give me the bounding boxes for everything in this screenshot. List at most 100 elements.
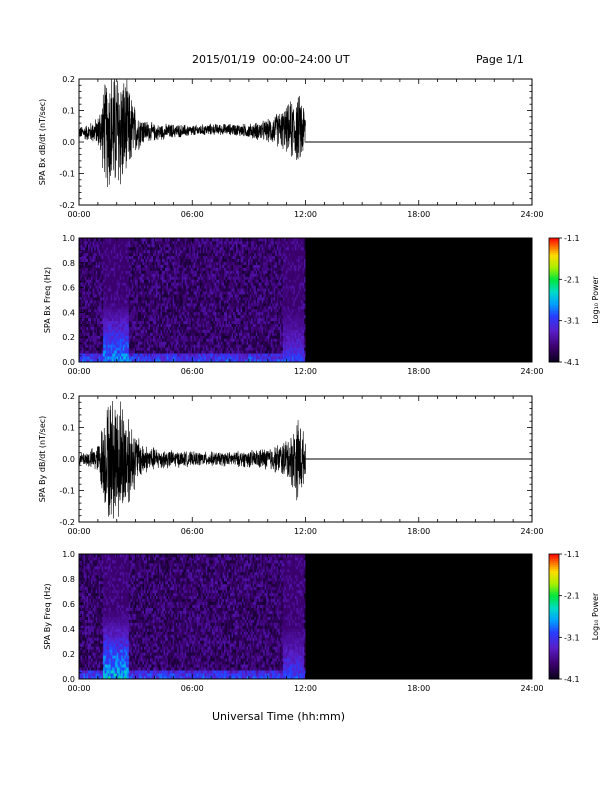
spectrogram-cell: [116, 249, 119, 254]
spectrogram-cell: [103, 264, 106, 268]
spectrogram-cell: [88, 326, 90, 330]
spectrogram-cell: [95, 356, 98, 360]
spectrogram-cell: [86, 338, 89, 342]
spectrogram-cell: [98, 252, 101, 257]
spectrogram-cell: [171, 240, 174, 245]
spectrogram-cell: [98, 332, 101, 336]
spectrogram-cell: [168, 305, 170, 310]
spectrogram-cell: [160, 240, 163, 245]
spectrogram-cell: [143, 347, 146, 351]
spectrogram-cell: [137, 302, 140, 307]
spectrogram-cell: [100, 350, 103, 354]
spectrogram-cell: [174, 267, 177, 271]
spectrogram-cell: [152, 353, 155, 357]
spectrogram-cell: [86, 264, 89, 268]
spectrogram-cell: [166, 341, 169, 345]
spectrogram-cell: [142, 329, 145, 333]
spectrogram-cell: [109, 261, 112, 265]
spectrogram-cell: [107, 326, 110, 330]
spectrogram-cell: [171, 273, 174, 277]
spectrogram-cell: [110, 314, 113, 319]
spectrogram-cell: [165, 308, 167, 313]
spectrogram-cell: [112, 300, 115, 304]
spectrogram-cell: [159, 317, 161, 322]
spectrogram-cell: [88, 246, 90, 251]
spectrogram-cell: [137, 243, 140, 248]
spectrogram-cell: [125, 246, 128, 251]
spectrogram-cell: [91, 329, 93, 333]
spectrogram-cell: [110, 320, 113, 325]
spectrogram-cell: [143, 329, 146, 333]
spectrogram-cell: [100, 341, 103, 345]
spectrogram-cell: [83, 291, 86, 295]
spectrogram-cell: [137, 353, 140, 357]
spectrogram-cell: [109, 285, 112, 289]
spectrogram-cell: [95, 335, 98, 339]
spectrogram-cell: [163, 314, 166, 319]
spectrogram-cell: [127, 255, 130, 260]
spectrogram-cell: [121, 267, 124, 271]
spectrogram-cell: [140, 356, 143, 360]
spectrogram-cell: [97, 288, 100, 292]
spectrogram-cell: [168, 285, 170, 289]
spectrogram-cell: [125, 273, 128, 277]
spectrogram-cell: [85, 300, 87, 304]
spectrogram-cell: [82, 291, 84, 295]
spectrogram-cell: [109, 353, 112, 357]
spectrogram-cell: [79, 359, 81, 363]
spectrogram-cell: [163, 311, 166, 316]
spectrogram-cell: [103, 341, 106, 345]
spectrogram-cell: [119, 276, 122, 280]
spectrogram-cell: [88, 273, 90, 277]
spectrogram-cell: [106, 359, 109, 363]
spectrogram-cell: [146, 311, 149, 316]
spectrogram-cell: [82, 314, 84, 319]
spectrogram-cell: [172, 264, 175, 268]
spectrogram-cell: [101, 323, 104, 327]
spectrogram-cell: [125, 326, 128, 330]
spectrogram-cell: [133, 276, 136, 280]
spectrogram-cell: [100, 249, 103, 254]
spectrogram-cell: [148, 246, 151, 251]
spectrogram-cell: [89, 249, 92, 254]
spectrogram-cell: [85, 338, 87, 342]
spectrogram-cell: [110, 288, 113, 292]
spectrogram-cell: [143, 314, 146, 319]
spectrogram-cell: [122, 320, 125, 325]
spectrogram-cell: [91, 302, 93, 307]
spectrogram-cell: [94, 258, 97, 263]
spectrogram-cell: [168, 264, 170, 268]
spectrogram-cell: [163, 264, 166, 268]
spectrogram-cell: [127, 297, 130, 301]
spectrogram-cell: [142, 359, 145, 363]
spectrogram-cell: [146, 261, 149, 265]
spectrogram-cell: [130, 238, 133, 242]
spectrogram-cell: [163, 261, 166, 265]
spectrogram-cell: [115, 347, 118, 351]
spectrogram-cell: [148, 329, 151, 333]
spectrogram-cell: [143, 311, 146, 316]
spectrogram-cell: [82, 252, 84, 257]
spectrogram-cell: [166, 353, 169, 357]
spectrogram-cell: [163, 335, 166, 339]
spectrogram-cell: [145, 311, 148, 316]
spectrogram-cell: [154, 311, 157, 316]
spectrogram-cell: [169, 314, 172, 319]
spectrogram-cell: [83, 273, 86, 277]
spectrogram-cell: [154, 243, 157, 248]
spectrogram-cell: [146, 359, 149, 363]
spectrogram-cell: [162, 302, 164, 307]
spectrogram-cell: [140, 326, 143, 330]
spectrogram-cell: [97, 246, 100, 251]
spectrogram-cell: [94, 243, 97, 248]
spectrogram-cell: [92, 335, 95, 339]
spectrogram-cell: [115, 276, 118, 280]
spectrogram-cell: [122, 335, 125, 339]
spectrogram-cell: [146, 238, 149, 242]
spectrogram-cell: [156, 329, 158, 333]
spectrogram-cell: [95, 347, 98, 351]
spectrogram-cell: [91, 320, 93, 325]
spectrogram-cell: [107, 323, 110, 327]
spectrogram-cell: [122, 338, 125, 342]
spectrogram-cell: [116, 356, 119, 360]
